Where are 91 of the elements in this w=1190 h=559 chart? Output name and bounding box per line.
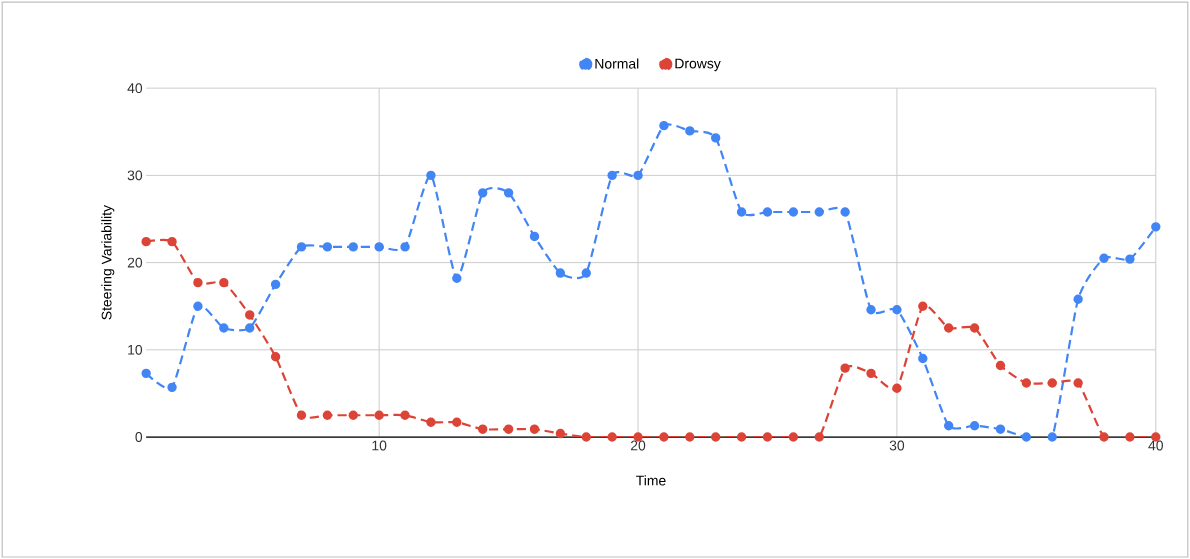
point [736, 207, 747, 217]
y-tick-label: 30 [127, 170, 143, 181]
point [685, 126, 695, 136]
y-axis-title: Steering Variability [101, 204, 115, 320]
point [1073, 378, 1083, 388]
point [193, 277, 203, 288]
point [1151, 222, 1161, 232]
point [374, 410, 384, 420]
point [918, 301, 928, 311]
x-tick-label: 40 [1148, 440, 1163, 451]
point [270, 279, 281, 290]
point [840, 207, 850, 217]
x-tick-label: 30 [889, 440, 905, 451]
point [167, 236, 177, 247]
point [762, 207, 773, 217]
point [478, 424, 488, 434]
point [736, 432, 747, 442]
point [1047, 432, 1057, 442]
x-tick-label: 20 [630, 440, 646, 451]
point [995, 360, 1006, 371]
point [555, 428, 566, 439]
point [633, 170, 643, 180]
point [892, 304, 902, 315]
point [866, 368, 876, 378]
point [814, 432, 824, 442]
point [685, 432, 695, 442]
point [348, 410, 358, 420]
point [607, 170, 617, 180]
point [1047, 378, 1057, 388]
legend-label: Normal [595, 58, 639, 69]
point [659, 432, 669, 442]
point [1125, 432, 1135, 442]
point [943, 420, 954, 431]
point [659, 120, 669, 131]
point [141, 236, 151, 247]
point [374, 242, 384, 252]
point [840, 363, 850, 373]
point [762, 432, 773, 442]
point [1099, 432, 1109, 442]
point [193, 301, 203, 311]
point [814, 207, 824, 217]
point [400, 242, 410, 252]
point [1073, 294, 1083, 304]
point [711, 133, 721, 143]
point [219, 277, 229, 288]
y-tick-label: 0 [135, 432, 143, 442]
y-tick-label: 40 [127, 83, 143, 94]
point [581, 268, 591, 278]
point [555, 268, 566, 278]
point [1021, 432, 1032, 442]
point [1021, 378, 1032, 388]
point [296, 410, 307, 420]
y-tick-label: 10 [128, 344, 143, 355]
point [296, 242, 307, 252]
point [969, 323, 980, 333]
point [918, 353, 928, 364]
point [943, 323, 954, 333]
point [995, 424, 1006, 434]
point [322, 410, 333, 420]
point [607, 432, 617, 442]
x-tick-label: 10 [372, 440, 387, 451]
point [478, 188, 488, 198]
point [426, 170, 436, 180]
point [219, 323, 229, 333]
point [1099, 253, 1109, 263]
point [503, 424, 514, 434]
point [426, 417, 436, 427]
point [866, 304, 876, 315]
point [452, 273, 462, 283]
point [452, 417, 462, 427]
point [400, 410, 410, 420]
point [581, 432, 591, 442]
point [322, 242, 333, 252]
point [1125, 254, 1135, 264]
point [788, 432, 799, 442]
legend-label: Drowsy [675, 58, 721, 72]
point [141, 368, 151, 378]
point [167, 382, 177, 392]
point [503, 188, 514, 198]
point [788, 207, 799, 217]
point [711, 432, 721, 442]
y-tick-label: 20 [127, 257, 143, 268]
point [529, 424, 540, 434]
point [245, 310, 255, 320]
x-axis-title: Time [636, 475, 666, 486]
point [892, 383, 902, 393]
point [529, 231, 540, 242]
point [969, 420, 980, 431]
point [270, 352, 281, 362]
point [245, 323, 255, 333]
point [348, 242, 358, 252]
